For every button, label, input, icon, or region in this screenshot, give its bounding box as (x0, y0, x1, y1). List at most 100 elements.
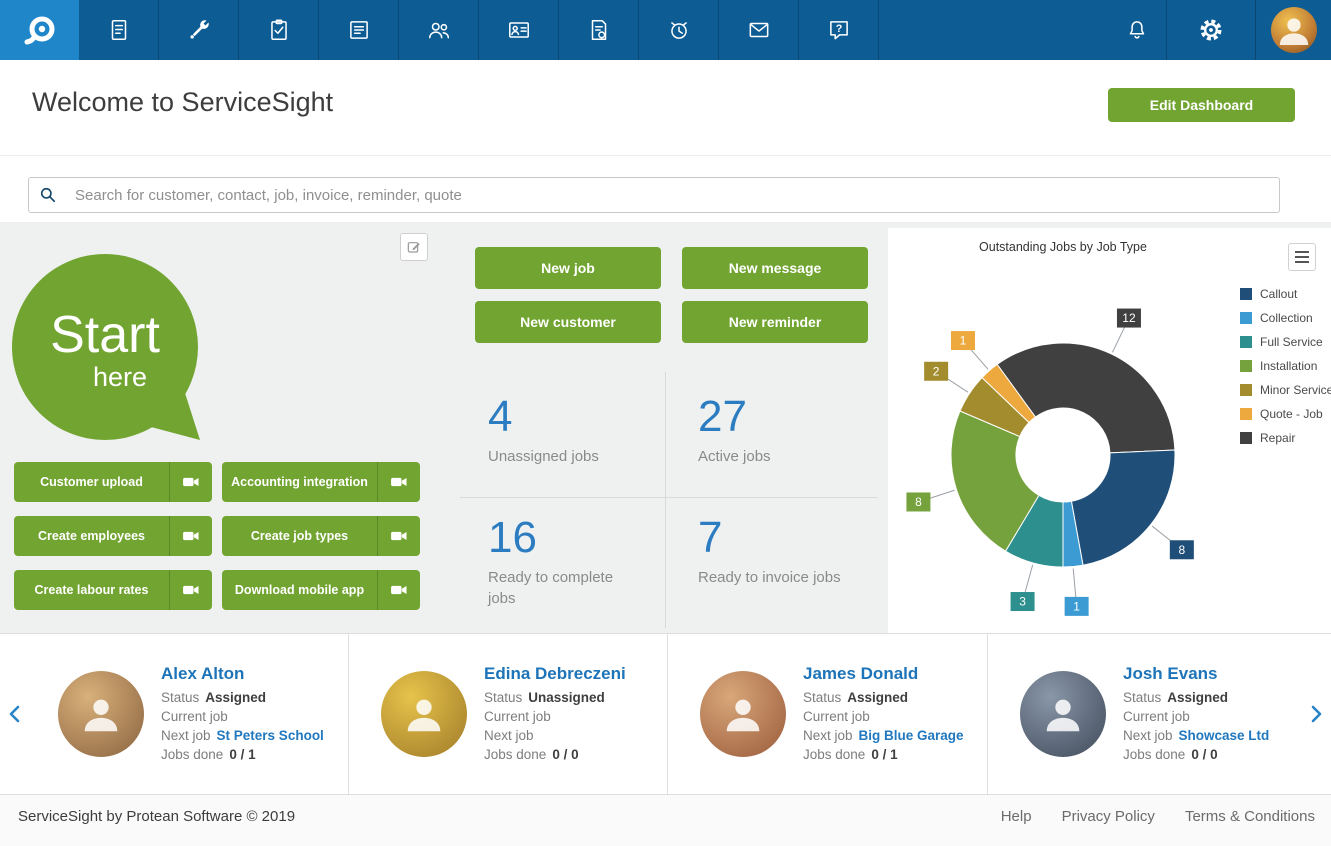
new-item-buttons: New job New message New customer New rem… (475, 247, 868, 343)
engineer-next-job-link[interactable]: St Peters School (216, 728, 324, 743)
row-label: Current job (803, 709, 870, 724)
edit-dashboard-button[interactable]: Edit Dashboard (1108, 88, 1295, 122)
new-message-button[interactable]: New message (682, 247, 868, 289)
envelope-icon (749, 22, 768, 38)
chevron-left-icon (9, 705, 20, 723)
video-tutorial-button[interactable] (169, 570, 212, 610)
footer-link-help[interactable]: Help (1000, 808, 1032, 825)
download-mobile-app-button[interactable]: Download mobile app (222, 570, 420, 610)
settings-button[interactable] (1167, 0, 1255, 60)
new-job-button[interactable]: New job (475, 247, 661, 289)
notifications-button[interactable] (1108, 0, 1166, 60)
person-silhouette-icon (1279, 18, 1308, 45)
row-label: Current job (1123, 709, 1190, 724)
page-title: Welcome to ServiceSight (32, 87, 334, 117)
legend-label: Callout (1260, 287, 1298, 301)
engineer-name[interactable]: Josh Evans (1123, 664, 1218, 683)
page-header: Welcome to ServiceSight Edit Dashboard (0, 60, 1331, 155)
nav-item-reminders[interactable] (639, 0, 719, 60)
donut-data-label: 8 (1178, 543, 1185, 557)
carousel-prev-button[interactable] (5, 703, 27, 725)
stat-active-jobs: 27 Active jobs (698, 393, 858, 467)
carousel-next-button[interactable] (1304, 703, 1326, 725)
customer-upload-button[interactable]: Customer upload (14, 462, 212, 502)
engineer-current-job-row: Current job (803, 707, 964, 726)
engineer-name[interactable]: James Donald (803, 664, 919, 683)
engineer-next-job-row: Next job (484, 726, 626, 745)
donut-data-label: 8 (915, 495, 922, 509)
search-section (0, 155, 1331, 222)
legend-swatch (1240, 432, 1252, 444)
engineer-next-job-link[interactable]: Showcase Ltd (1178, 728, 1270, 743)
donut-data-label-box (950, 331, 975, 351)
nav-item-tasks[interactable] (239, 0, 319, 60)
engineer-status-row: Status Assigned (161, 688, 324, 707)
donut-data-label-box (924, 361, 949, 381)
footer: ServiceSight by Protean Software © 2019 … (0, 795, 1331, 846)
engineer-status-value: Assigned (1167, 690, 1229, 705)
donut-slice-repair (996, 342, 1176, 454)
footer-link-privacy-policy[interactable]: Privacy Policy (1061, 808, 1155, 825)
main-nav: ? (79, 0, 879, 60)
row-label: Next job (803, 728, 853, 743)
servicesight-logo[interactable] (0, 0, 79, 60)
person-silhouette-icon (407, 699, 441, 732)
nav-item-invoices[interactable] (559, 0, 639, 60)
legend-item-repair: Repair (1240, 426, 1331, 450)
engineer-jobs-done-value: 0 / 1 (229, 747, 256, 762)
video-tutorial-button[interactable] (377, 570, 420, 610)
row-label: Jobs done (484, 747, 547, 762)
nav-item-employees[interactable] (479, 0, 559, 60)
video-tutorial-button[interactable] (377, 462, 420, 502)
nav-item-customers[interactable] (399, 0, 479, 60)
row-label: Status (1123, 690, 1162, 705)
stat-label: Unassigned jobs (488, 448, 599, 466)
button-label: Create labour rates (34, 583, 149, 597)
video-camera-icon (391, 477, 407, 487)
video-camera-icon (391, 585, 407, 595)
engineer-next-job-link[interactable]: Big Blue Garage (858, 728, 964, 743)
customize-panel-button[interactable] (400, 233, 428, 261)
donut-data-label: 12 (1122, 311, 1136, 325)
engineer-next-job-row: Next job St Peters School (161, 726, 324, 745)
legend-label: Quote - Job (1260, 407, 1323, 421)
video-camera-icon (183, 585, 199, 595)
user-menu[interactable] (1256, 0, 1331, 60)
legend-swatch (1240, 312, 1252, 324)
stats-divider-vertical (665, 372, 666, 628)
accounting-integration-button[interactable]: Accounting integration (222, 462, 420, 502)
engineer-status-row: Status Assigned (1123, 688, 1269, 707)
nav-item-tools[interactable] (159, 0, 239, 60)
donut-data-label: 2 (933, 364, 940, 378)
engineer-name[interactable]: Edina Debreczeni (484, 664, 626, 683)
legend-item-quote-job: Quote - Job (1240, 402, 1331, 426)
legend-label: Installation (1260, 359, 1318, 373)
create-employees-button[interactable]: Create employees (14, 516, 212, 556)
hamburger-icon (1295, 251, 1309, 253)
engineer-photo (58, 671, 144, 757)
create-labour-rates-button[interactable]: Create labour rates (14, 570, 212, 610)
new-reminder-button[interactable]: New reminder (682, 301, 868, 343)
video-tutorial-button[interactable] (377, 516, 420, 556)
video-tutorial-button[interactable] (169, 462, 212, 502)
footer-link-terms-conditions[interactable]: Terms & Conditions (1184, 808, 1315, 825)
engineer-photo (1020, 671, 1106, 757)
donut-slice-callout (1070, 449, 1176, 566)
stat-value: 4 (488, 392, 513, 441)
legend-swatch (1240, 360, 1252, 372)
new-customer-button[interactable]: New customer (475, 301, 661, 343)
create-job-types-button[interactable]: Create job types (222, 516, 420, 556)
legend-item-installation: Installation (1240, 354, 1331, 378)
search-input[interactable] (28, 177, 1280, 213)
nav-item-help[interactable]: ? (799, 0, 879, 60)
chart-menu-button[interactable] (1288, 243, 1316, 271)
stat-ready-to-complete-jobs: 16 Ready to complete jobs (488, 514, 623, 609)
nav-item-documents[interactable] (79, 0, 159, 60)
nav-item-planner[interactable] (319, 0, 399, 60)
video-tutorial-button[interactable] (169, 516, 212, 556)
nav-item-messages[interactable] (719, 0, 799, 60)
row-label: Jobs done (161, 747, 224, 762)
engineer-name[interactable]: Alex Alton (161, 664, 245, 683)
row-label: Next job (1123, 728, 1173, 743)
stat-ready-to-invoice-jobs: 7 Ready to invoice jobs (698, 514, 868, 588)
